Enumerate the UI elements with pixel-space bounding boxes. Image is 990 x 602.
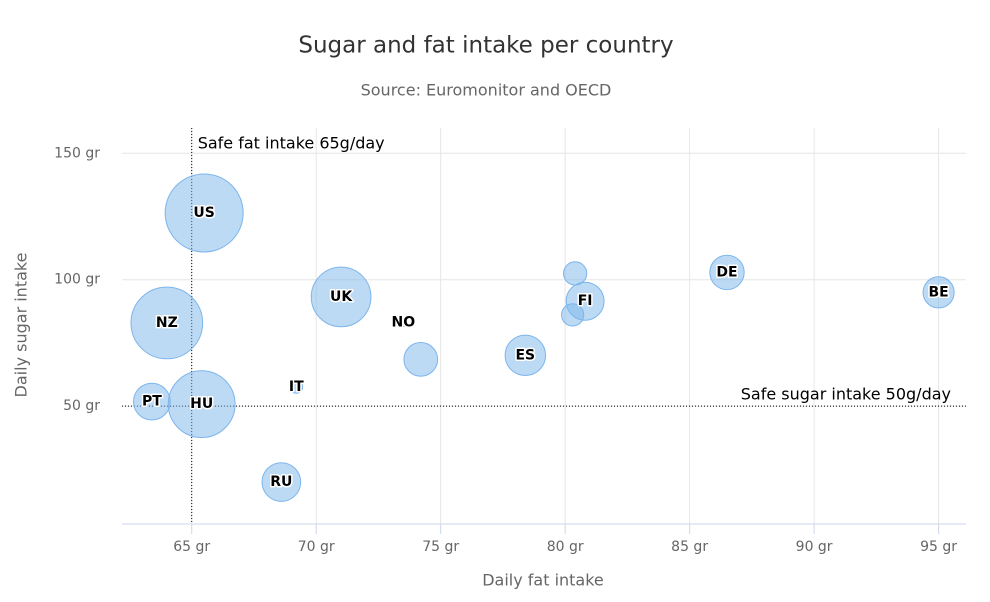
bubble <box>398 317 408 327</box>
x-tick-label: 65 gr <box>173 539 210 555</box>
data-label: UK <box>330 289 353 305</box>
x-tick-label: 75 gr <box>422 539 459 555</box>
x-tick-label: 70 gr <box>298 539 335 555</box>
data-label: PT <box>142 394 162 410</box>
y-tick-label: 150 gr <box>54 145 100 161</box>
bubble <box>164 173 244 253</box>
plot-line-label: Safe fat intake 65g/day <box>198 134 385 153</box>
data-label: NO <box>392 314 416 330</box>
bubble <box>133 382 171 421</box>
data-label: US <box>193 205 214 221</box>
plot-line-label: Safe sugar intake 50g/day <box>741 385 951 404</box>
bubble <box>561 303 585 327</box>
bubble <box>130 286 204 360</box>
y-axis-title: Daily sugar intake <box>12 253 31 398</box>
x-tick-label: 90 gr <box>796 539 833 555</box>
data-label: FI <box>578 293 593 309</box>
bubble <box>504 334 547 377</box>
bubble <box>709 254 745 291</box>
x-tick-label: 80 gr <box>547 539 584 555</box>
data-label: NZ <box>156 315 178 331</box>
bubble <box>922 276 955 309</box>
data-label: ES <box>515 347 535 363</box>
data-label: DE <box>716 264 737 280</box>
y-tick-label: 100 gr <box>54 272 100 288</box>
chart-subtitle: Source: Euromonitor and OECD <box>361 81 612 100</box>
x-tick-label: 85 gr <box>671 539 708 555</box>
data-label: IT <box>289 379 304 395</box>
x-tick-label: 95 gr <box>920 539 957 555</box>
y-tick-label: 50 gr <box>63 398 100 414</box>
data-label: BE <box>928 284 948 300</box>
chart-title: Sugar and fat intake per country <box>298 33 673 59</box>
x-axis-title: Daily fat intake <box>482 571 604 590</box>
bubble <box>261 462 302 502</box>
bubble <box>563 261 588 286</box>
bubble <box>289 380 304 394</box>
bubble <box>403 342 439 377</box>
data-label: RU <box>270 474 292 490</box>
bubble <box>310 266 372 328</box>
data-label: HU <box>190 396 213 412</box>
